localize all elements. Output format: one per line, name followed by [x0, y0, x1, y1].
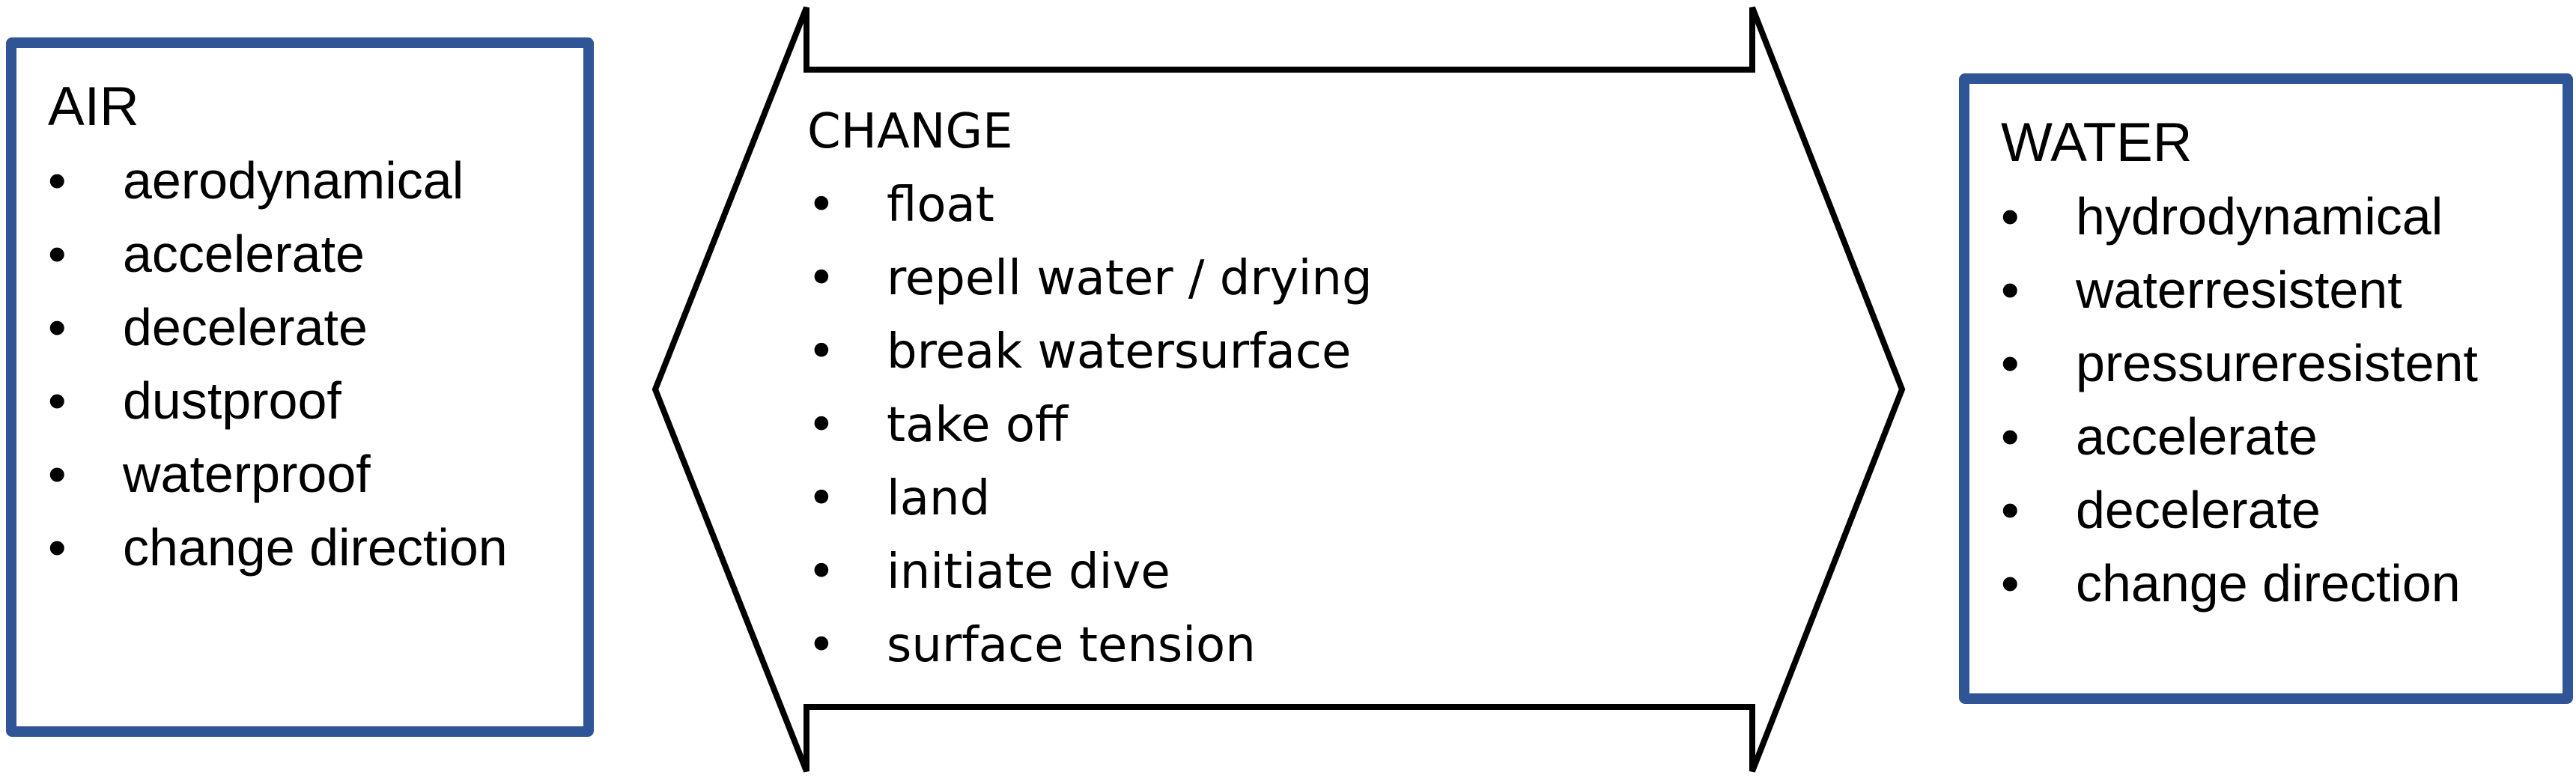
change-list-item: • land [807, 462, 1373, 535]
bullet-icon: • [48, 298, 67, 356]
air-list-item: • dustproof [48, 364, 542, 437]
change-item-text: initiate dive [887, 544, 1170, 600]
change-item-text: take off [887, 398, 1069, 453]
bullet-icon: • [48, 518, 67, 577]
air-item-text: decelerate [123, 298, 368, 356]
change-list-item: • initiate dive [807, 535, 1373, 609]
air-list-item: • accelerate [48, 217, 542, 291]
bullet-icon: • [2001, 261, 2020, 319]
double-headed-arrow-shape [651, 6, 1906, 773]
water-list-item: • waterresistent [2001, 253, 2563, 326]
water-list-item: • pressureresistent [2001, 326, 2563, 400]
air-list-item: • aerodynamical [48, 144, 542, 217]
bullet-icon: • [48, 225, 67, 283]
bullet-icon: • [48, 151, 67, 210]
bullet-icon: • [807, 177, 836, 233]
change-item-text: break watersurface [887, 324, 1352, 380]
change-list-item: • repell water / drying [807, 242, 1373, 315]
water-item-text: change direction [2076, 554, 2461, 613]
air-list-item: • change direction [48, 511, 542, 584]
bullet-icon: • [807, 324, 836, 380]
change-title: CHANGE [807, 104, 1013, 159]
change-item-text: repell water / drying [887, 251, 1373, 306]
bullet-icon: • [48, 371, 67, 430]
bullet-icon: • [2001, 481, 2020, 539]
change-list-item: • surface tension [807, 609, 1373, 682]
air-title: AIR [48, 76, 139, 137]
bullet-icon: • [807, 398, 836, 453]
water-list-item: • change direction [2001, 547, 2563, 620]
change-list-item: • float [807, 168, 1373, 242]
water-list-item: • hydrodynamical [2001, 180, 2563, 253]
change-list: • float • repell water / drying • break wat… [807, 168, 1373, 682]
air-item-text: aerodynamical [123, 151, 464, 210]
change-item-text: surface tension [887, 618, 1256, 673]
water-box: WATER • hydrodynamical • waterresistent • p… [1959, 73, 2573, 704]
air-list-item: • waterproof [48, 437, 542, 511]
bullet-icon: • [807, 618, 836, 673]
water-item-text: decelerate [2076, 481, 2321, 539]
air-list: • aerodynamical • accelerate • decelerate •… [48, 144, 583, 584]
change-item-text: float [887, 177, 994, 233]
water-item-text: hydrodynamical [2076, 187, 2443, 246]
air-item-text: change direction [123, 518, 508, 577]
water-item-text: waterresistent [2076, 261, 2402, 319]
change-item-text: land [887, 471, 991, 526]
air-list-item: • decelerate [48, 291, 542, 364]
bullet-icon: • [2001, 334, 2020, 392]
bullet-icon: • [807, 251, 836, 306]
change-list-item: • break watersurface [807, 315, 1373, 389]
water-list-item: • decelerate [2001, 473, 2563, 547]
bullet-icon: • [2001, 187, 2020, 246]
water-item-text: pressureresistent [2076, 334, 2478, 392]
water-list: • hydrodynamical • waterresistent • pressur… [2001, 180, 2563, 620]
air-item-text: waterproof [123, 445, 371, 503]
water-title: WATER [2001, 112, 2193, 173]
air-box: AIR • aerodynamical • accelerate • decelera… [6, 37, 594, 737]
water-item-text: accelerate [2076, 407, 2318, 466]
change-block: CHANGE • float • repell water / drying • br… [807, 95, 1373, 682]
bullet-icon: • [48, 445, 67, 503]
water-list-item: • accelerate [2001, 400, 2563, 473]
air-item-text: accelerate [123, 225, 365, 283]
air-item-text: dustproof [123, 371, 341, 430]
bullet-icon: • [2001, 407, 2020, 466]
change-list-item: • take off [807, 389, 1373, 462]
bullet-icon: • [807, 544, 836, 600]
bullet-icon: • [807, 471, 836, 526]
bullet-icon: • [2001, 554, 2020, 613]
